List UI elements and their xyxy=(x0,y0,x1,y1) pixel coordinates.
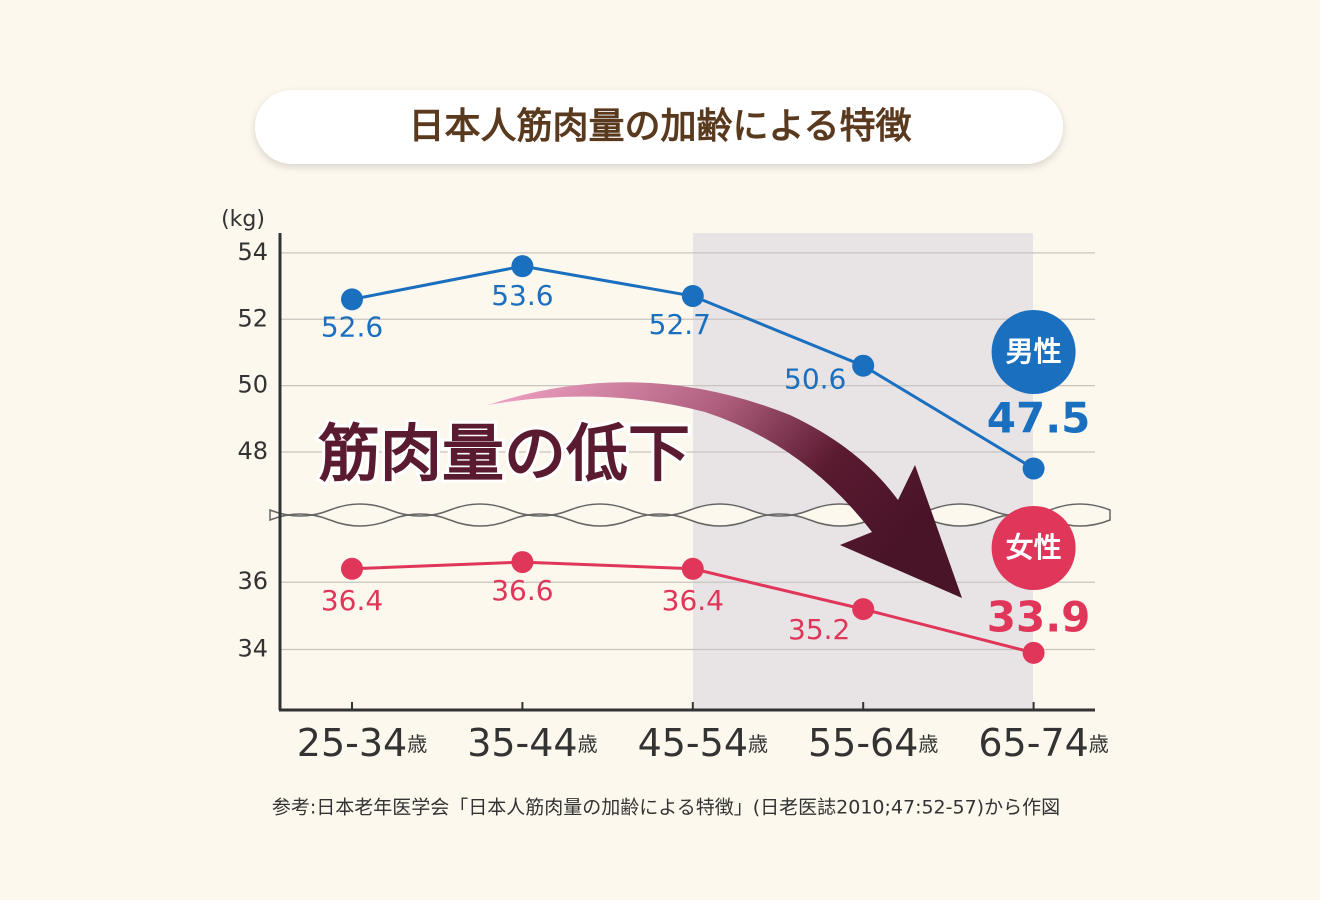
decline-arrow xyxy=(488,382,962,598)
data-point xyxy=(1022,457,1045,480)
data-label: 52.6 xyxy=(321,310,383,343)
data-label: 53.6 xyxy=(491,279,553,312)
data-point xyxy=(341,288,363,311)
chart-title: 日本人筋肉量の加齢による特徴 xyxy=(409,106,913,147)
data-point xyxy=(852,598,875,621)
title-pill xyxy=(255,90,1063,164)
y-tick-label: 50 xyxy=(237,371,268,399)
y-tick-label: 48 xyxy=(237,437,268,465)
data-label: 36.4 xyxy=(321,584,383,617)
data-label-emphasis: 47.5 xyxy=(987,394,1091,443)
y-tick-label: 36 xyxy=(237,567,268,595)
x-tick-label: 55-64 xyxy=(808,721,918,765)
data-label-emphasis: 33.9 xyxy=(987,593,1091,642)
y-axis-label: (kg) xyxy=(221,207,265,232)
x-tick-suffix: 歳 xyxy=(578,732,598,756)
legend-label: 男性 xyxy=(1006,335,1062,368)
x-tick-label-group: 35-44歳 xyxy=(467,721,597,765)
data-label: 50.6 xyxy=(784,363,846,396)
source-note: 参考:日本老年医学会「日本人筋肉量の加齢による特徴」(日老医誌2010;47:5… xyxy=(272,797,1060,819)
data-point xyxy=(511,551,534,574)
data-point xyxy=(852,354,875,377)
y-tick-label: 54 xyxy=(237,238,268,266)
x-tick-label: 45-54 xyxy=(638,721,748,765)
data-point xyxy=(341,557,363,580)
data-label: 52.7 xyxy=(649,308,711,341)
data-label: 36.4 xyxy=(662,584,724,617)
data-point xyxy=(681,285,704,308)
x-tick-label: 65-74 xyxy=(978,721,1088,765)
x-tick-suffix: 歳 xyxy=(1089,732,1109,756)
y-tick-label: 52 xyxy=(237,304,268,332)
axis-break xyxy=(269,503,1111,527)
data-label: 35.2 xyxy=(788,613,850,646)
data-label: 36.6 xyxy=(491,574,553,607)
annotation: 筋肉量の低下 xyxy=(318,417,690,490)
data-point xyxy=(1022,641,1045,664)
legend-badge xyxy=(991,310,1076,394)
legend-label: 女性 xyxy=(1006,531,1062,564)
x-tick-suffix: 歳 xyxy=(748,732,768,756)
x-tick-label-group: 45-54歳 xyxy=(638,721,768,765)
data-point xyxy=(511,255,534,278)
data-point xyxy=(681,557,704,580)
y-tick-label: 34 xyxy=(237,634,268,662)
legend-badge xyxy=(991,506,1076,590)
x-tick-suffix: 歳 xyxy=(407,732,427,756)
x-tick-label-group: 25-34歳 xyxy=(297,721,427,765)
x-tick-suffix: 歳 xyxy=(918,732,938,756)
x-tick-label-group: 65-74歳 xyxy=(978,721,1108,765)
x-tick-label: 25-34 xyxy=(297,721,407,765)
x-tick-label-group: 55-64歳 xyxy=(808,721,938,765)
x-tick-label: 35-44 xyxy=(467,721,577,765)
